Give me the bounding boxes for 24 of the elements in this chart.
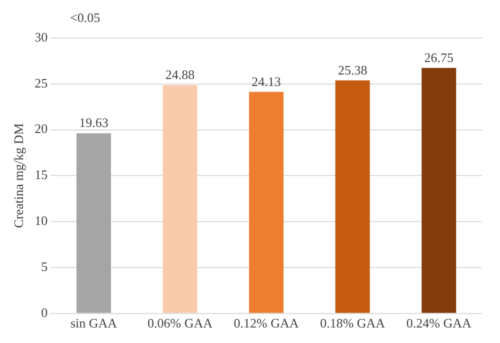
y-tick-label: 15 (34, 167, 48, 182)
data-label: 24.13 (252, 74, 281, 89)
y-tick-label: 0 (41, 304, 48, 320)
bar (422, 68, 456, 313)
x-tick-label: 0.18% GAA (320, 316, 386, 331)
y-tick-label: 20 (34, 121, 48, 136)
x-tick-label: 0.06% GAA (148, 316, 214, 331)
y-axis-title: Creatina mg/kg DM (11, 122, 26, 228)
data-label: 19.63 (79, 115, 108, 130)
text: <0.05 (70, 10, 100, 26)
bar (249, 92, 284, 313)
bar (76, 133, 111, 313)
x-tick-label: 0.24% GAA (406, 316, 472, 331)
x-tick-label: sin GAA (70, 316, 118, 331)
y-tick-label: 5 (41, 258, 48, 274)
y-tick-label: 10 (34, 213, 48, 228)
bar (335, 80, 370, 313)
data-label: 26.75 (424, 50, 454, 65)
data-label: 25.38 (338, 62, 368, 78)
y-tick-label: 30 (34, 29, 48, 44)
data-label: 24.88 (165, 66, 195, 82)
y-tick-label: 25 (34, 75, 48, 90)
bar (162, 85, 198, 313)
x-tick-label: 0.12% GAA (234, 316, 300, 331)
